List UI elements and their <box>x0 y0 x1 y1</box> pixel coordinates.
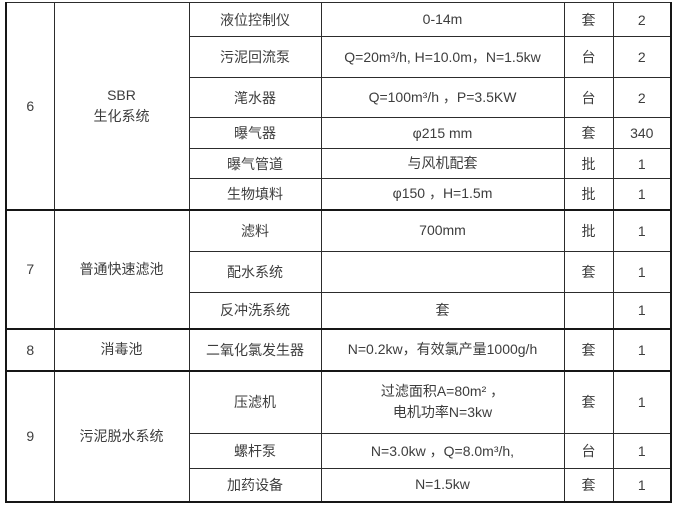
table-row: 污泥回流泵 Q=20m³/h, H=10.0m，N=1.5kw 台 2 <box>6 36 672 78</box>
index-cell: 6 <box>5 2 55 210</box>
equipment-cell: 配水系统 <box>188 251 322 293</box>
equipment-cell: 压滤机 <box>188 370 322 434</box>
index-cell: 9 <box>5 370 55 502</box>
qty-cell: 1 <box>612 468 672 502</box>
spec-cell: φ215 mm <box>320 117 565 149</box>
spec-cell: N=0.2kw，有效氯产量1000g/h <box>320 328 565 371</box>
table-row: 6 SBR 生化系统 液位控制仪 0-14m 套 2 <box>5 2 672 210</box>
section-7: 7 普通快速滤池 滤料 700mm 批 1 配水系统 套 1 反冲洗系统 套 1 <box>5 209 672 329</box>
equipment-cell: 滗水器 <box>188 77 322 118</box>
spec-cell: Q=20m³/h, H=10.0m，N=1.5kw <box>320 36 565 78</box>
spec-cell: Q=100m³/h ，P=3.5KW <box>320 77 565 118</box>
table-row: 反冲洗系统 套 1 <box>6 292 672 329</box>
section-9: 9 污泥脱水系统 压滤机 过滤面积A=80m² ， 电机功率N=3kw 套 1 … <box>5 370 672 502</box>
table-row: 加药设备 N=1.5kw 套 1 <box>6 468 672 502</box>
qty-cell: 1 <box>612 370 672 434</box>
unit-cell: 台 <box>563 36 614 78</box>
spec-cell <box>320 251 565 293</box>
system-cell: 普通快速滤池 <box>53 209 190 329</box>
system-cell: 污泥脱水系统 <box>53 370 190 502</box>
equipment-cell: 曝气管道 <box>188 148 322 179</box>
index-cell: 8 <box>5 328 55 371</box>
qty-cell: 1 <box>612 148 672 179</box>
unit-cell <box>563 292 614 329</box>
spec-cell: φ150 ，H=1.5m <box>320 178 565 210</box>
equipment-table: 6 SBR 生化系统 液位控制仪 0-14m 套 2 污泥回流泵 Q=20m³/… <box>5 2 672 503</box>
section-6: 6 SBR 生化系统 液位控制仪 0-14m 套 2 污泥回流泵 Q=20m³/… <box>5 2 672 210</box>
equipment-cell: 滤料 <box>188 209 322 252</box>
unit-cell: 套 <box>563 2 614 37</box>
qty-cell: 340 <box>612 117 672 149</box>
qty-cell: 1 <box>612 328 672 371</box>
spec-cell: 过滤面积A=80m² ， 电机功率N=3kw <box>320 370 565 434</box>
unit-cell: 套 <box>563 468 614 502</box>
equipment-cell: 污泥回流泵 <box>188 36 322 78</box>
equipment-cell: 反冲洗系统 <box>188 292 322 329</box>
unit-cell: 批 <box>563 178 614 210</box>
qty-cell: 1 <box>612 209 672 252</box>
unit-cell: 台 <box>563 433 614 469</box>
qty-cell: 1 <box>612 251 672 293</box>
unit-cell: 套 <box>563 328 614 371</box>
table-row: 9 污泥脱水系统 压滤机 过滤面积A=80m² ， 电机功率N=3kw 套 1 <box>5 370 672 502</box>
qty-cell: 1 <box>612 433 672 469</box>
section-8: 8 消毒池 二氧化氯发生器 N=0.2kw，有效氯产量1000g/h 套 1 <box>5 328 672 371</box>
equipment-cell: 生物填料 <box>188 178 322 210</box>
spec-cell: 0-14m <box>320 2 565 37</box>
equipment-cell: 二氧化氯发生器 <box>188 328 322 371</box>
spec-cell: N=1.5kw <box>320 468 565 502</box>
system-cell: SBR 生化系统 <box>53 2 190 210</box>
system-cell: 消毒池 <box>53 328 190 371</box>
spec-cell: 700mm <box>320 209 565 252</box>
unit-cell: 套 <box>563 370 614 434</box>
qty-cell: 2 <box>612 36 672 78</box>
table-row: 配水系统 套 1 <box>6 251 672 293</box>
equipment-cell: 螺杆泵 <box>188 433 322 469</box>
unit-cell: 套 <box>563 117 614 149</box>
equipment-cell: 液位控制仪 <box>188 2 322 37</box>
equipment-cell: 加药设备 <box>188 468 322 502</box>
qty-cell: 1 <box>612 292 672 329</box>
qty-cell: 2 <box>612 77 672 118</box>
unit-cell: 台 <box>563 77 614 118</box>
equipment-cell: 曝气器 <box>188 117 322 149</box>
table-row: 曝气管道 与风机配套 批 1 <box>6 148 672 179</box>
table-row: 7 普通快速滤池 滤料 700mm 批 1 <box>5 209 672 329</box>
spec-cell: 套 <box>320 292 565 329</box>
unit-cell: 批 <box>563 209 614 252</box>
spec-cell: 与风机配套 <box>320 148 565 179</box>
unit-cell: 批 <box>563 148 614 179</box>
qty-cell: 1 <box>612 178 672 210</box>
table-row: 生物填料 φ150 ，H=1.5m 批 1 <box>6 178 672 210</box>
table-row: 曝气器 φ215 mm 套 340 <box>6 117 672 149</box>
table-row: 8 消毒池 二氧化氯发生器 N=0.2kw，有效氯产量1000g/h 套 1 <box>5 328 672 371</box>
spec-cell: N=3.0kw ，Q=8.0m³/h, <box>320 433 565 469</box>
index-cell: 7 <box>5 209 55 329</box>
qty-cell: 2 <box>612 2 672 37</box>
unit-cell: 套 <box>563 251 614 293</box>
